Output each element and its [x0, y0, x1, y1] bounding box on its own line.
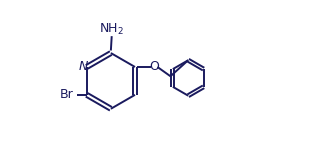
Text: Br: Br — [59, 88, 73, 101]
Text: NH$_2$: NH$_2$ — [99, 22, 124, 38]
Text: O: O — [149, 60, 159, 74]
Text: N: N — [78, 60, 88, 73]
